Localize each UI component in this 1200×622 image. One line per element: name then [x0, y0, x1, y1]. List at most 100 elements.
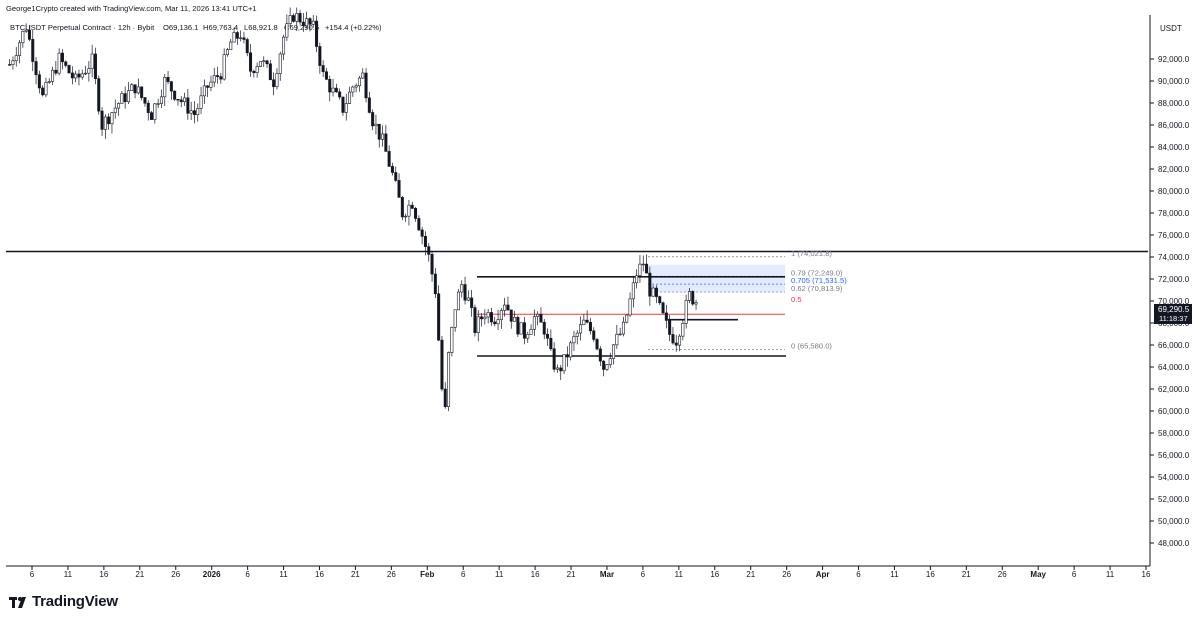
candle-body: [595, 339, 599, 350]
price-tick-label: 82,000.0: [1158, 165, 1190, 174]
candle-body: [480, 316, 484, 320]
candle-body: [334, 87, 338, 93]
candle-body: [199, 95, 203, 109]
ohlc-change: +154.4 (+0.22%): [325, 23, 382, 32]
candle-body: [588, 321, 592, 332]
candle-body: [529, 328, 533, 335]
candle-body: [638, 263, 642, 277]
candle-body: [618, 333, 622, 336]
candles: [8, 7, 698, 412]
candle-body: [344, 103, 348, 113]
time-tick-label: 16: [99, 570, 108, 579]
candle-body: [367, 97, 371, 113]
candle-body: [143, 97, 147, 104]
current-price-label: 69,290.5: [1158, 305, 1190, 314]
candle-body: [47, 81, 51, 83]
candle-body: [37, 74, 41, 89]
candle-body: [569, 342, 573, 358]
candle-body: [377, 123, 381, 140]
candle-body: [602, 360, 606, 370]
candle-body: [100, 110, 104, 130]
candle-body: [417, 218, 421, 231]
candle-body: [130, 84, 134, 91]
price-tick-label: 54,000.0: [1158, 473, 1190, 482]
candle-body: [166, 77, 170, 82]
candle-body: [661, 302, 665, 314]
candle-body: [262, 60, 266, 62]
candle-body: [414, 208, 418, 219]
candle-body: [608, 358, 612, 365]
candle-body: [206, 85, 210, 88]
time-tick-label: May: [1030, 570, 1046, 579]
candle-body: [183, 97, 187, 103]
time-tick-label: 11: [1106, 570, 1115, 579]
price-tick-label: 50,000.0: [1158, 517, 1190, 526]
candle-body: [133, 84, 137, 94]
candle-body: [275, 73, 279, 88]
candle-body: [450, 326, 454, 353]
candle-body: [318, 46, 322, 66]
price-tick-label: 74,000.0: [1158, 253, 1190, 262]
candle-body: [400, 197, 404, 218]
candle-body: [295, 13, 299, 22]
candle-body: [288, 15, 292, 25]
candle-body: [542, 321, 546, 335]
time-tick-label: Feb: [420, 570, 434, 579]
candle-body: [169, 81, 173, 92]
candle-body: [338, 91, 342, 98]
candle-body: [628, 298, 632, 316]
candle-body: [80, 73, 84, 78]
candle-body: [483, 316, 487, 320]
candle-body: [192, 110, 196, 115]
candle-body: [189, 110, 193, 114]
fib-label: 0.62 (70,813.9): [791, 284, 843, 293]
candle-body: [258, 61, 262, 67]
fib-zone[interactable]: [648, 256, 785, 350]
candle-body: [625, 314, 629, 323]
price-tick-label: 84,000.0: [1158, 143, 1190, 152]
symbol-line: BTCUSDT Perpetual Contract · 12h · Bybit: [10, 23, 155, 32]
candle-body: [430, 254, 434, 275]
time-tick-label: 26: [387, 570, 396, 579]
candle-body: [671, 334, 675, 344]
candle-body: [136, 86, 140, 94]
time-tick-label: 6: [856, 570, 861, 579]
candle-body: [311, 20, 315, 25]
price-axis[interactable]: USDT 48,000.0 50,000.0 52,000.0 54,000.0 56,…: [1149, 15, 1190, 566]
time-tick-label: 11: [675, 570, 684, 579]
created-by-text: George1Crypto created with TradingView.c…: [6, 4, 257, 13]
candle-body: [555, 367, 559, 370]
price-tick-label: 52,000.0: [1158, 495, 1190, 504]
time-tick-label: 16: [710, 570, 719, 579]
candle-body: [87, 68, 91, 74]
candle-countdown: 11:18:37: [1159, 314, 1188, 323]
candle-body: [156, 103, 160, 105]
fib-label: 1 (74,021.8): [791, 249, 832, 258]
candle-body: [470, 297, 474, 308]
candle-body: [579, 324, 583, 334]
candle-body: [265, 60, 269, 65]
candle-body: [245, 39, 249, 54]
candle-body: [605, 364, 609, 370]
candle-body: [374, 123, 378, 127]
price-tick-label: 78,000.0: [1158, 209, 1190, 218]
candle-body: [598, 348, 602, 362]
candle-body: [176, 99, 180, 101]
candle-body: [60, 52, 64, 63]
candle-body: [410, 204, 414, 209]
time-axis[interactable]: 6 11 16 21 26 2026 6 11 16 21 26 Feb 6 11 16 21 Mar 6 11 16…: [6, 565, 1151, 579]
candle-body: [361, 72, 365, 79]
candle-body: [453, 309, 457, 328]
candle-body: [97, 78, 101, 112]
price-tick-label: 56,000.0: [1158, 451, 1190, 460]
price-axis-currency: USDT: [1160, 24, 1182, 33]
time-tick-label: 21: [962, 570, 971, 579]
candle-body: [575, 332, 579, 337]
candle-body: [437, 293, 441, 341]
candle-body: [582, 319, 586, 325]
candle-body: [255, 66, 259, 74]
price-tick-label: 62,000.0: [1158, 385, 1190, 394]
candle-body: [635, 275, 639, 284]
candle-body: [519, 322, 523, 335]
